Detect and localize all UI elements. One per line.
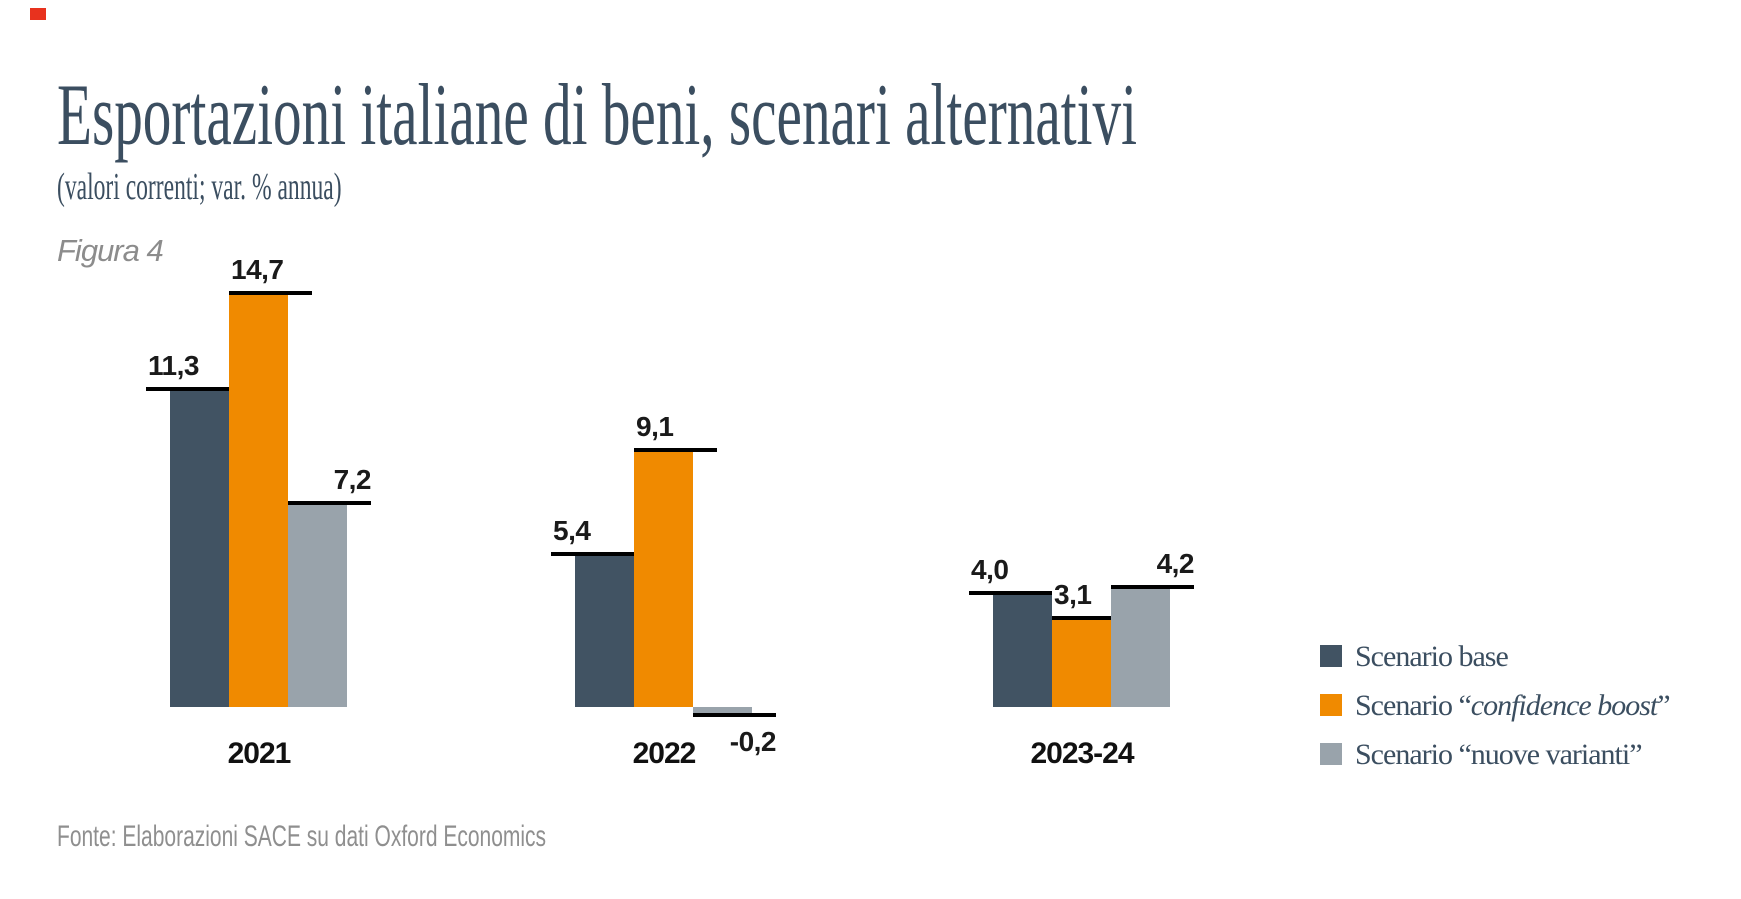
- red-corner-marker: [30, 8, 46, 20]
- bar-scenario-nuove-varianti-2022: [693, 707, 752, 713]
- bar-scenario-base-2021: [170, 391, 229, 707]
- cap-line-scenario-nuove-varianti-2022: [693, 713, 776, 717]
- cap-line-scenario-confidence-boost-2023-24: [1052, 616, 1135, 620]
- chart-subtitle: (valori correnti; var. % annua): [57, 166, 342, 208]
- axis-label-2021: 2021: [227, 737, 292, 770]
- bar-scenario-base-2022: [575, 556, 634, 707]
- cap-line-scenario-base-2021: [146, 387, 229, 391]
- cap-line-scenario-confidence-boost-2021: [229, 291, 312, 295]
- cap-line-scenario-nuove-varianti-2021: [288, 501, 371, 505]
- value-label-scenario-confidence-boost-2022: 9,1: [636, 411, 674, 442]
- value-label-scenario-confidence-boost-2021: 14,7: [231, 254, 284, 285]
- value-label-scenario-nuove-varianti-2022: -0,2: [729, 726, 777, 757]
- cap-line-scenario-nuove-varianti-2023-24: [1111, 585, 1194, 589]
- bar-scenario-nuove-varianti-2023-24: [1111, 589, 1170, 707]
- bar-scenario-nuove-varianti-2021: [288, 505, 347, 707]
- legend-swatch-scenario-base: [1320, 645, 1342, 667]
- cap-line-scenario-base-2022: [551, 552, 634, 556]
- value-label-scenario-base-2023-24: 4,0: [971, 554, 1009, 585]
- bar-scenario-base-2023-24: [993, 595, 1052, 707]
- legend-swatch-scenario-nuove-varianti: [1320, 743, 1342, 765]
- source-note: Fonte: Elaborazioni SACE su dati Oxford …: [57, 820, 547, 853]
- axis-label-2022: 2022: [632, 737, 697, 770]
- legend-label-scenario-base: Scenario base: [1355, 640, 1509, 673]
- value-label-scenario-base-2021: 11,3: [148, 350, 199, 381]
- legend-swatch-scenario-confidence-boost: [1320, 694, 1342, 716]
- value-label-scenario-nuove-varianti-2023-24: 4,2: [1156, 548, 1195, 579]
- axis-label-2023-24: 2023-24: [1030, 737, 1134, 770]
- legend-label-scenario-confidence-boost: Scenario “confidence boost”: [1355, 689, 1671, 722]
- figure-number-label: Figura 4: [57, 233, 164, 268]
- bar-scenario-confidence-boost-2023-24: [1052, 620, 1111, 707]
- bar-scenario-confidence-boost-2021: [229, 295, 288, 707]
- cap-line-scenario-confidence-boost-2022: [634, 448, 717, 452]
- value-label-scenario-base-2022: 5,4: [553, 515, 591, 546]
- bar-scenario-confidence-boost-2022: [634, 452, 693, 707]
- cap-line-scenario-base-2023-24: [969, 591, 1052, 595]
- value-label-scenario-confidence-boost-2023-24: 3,1: [1054, 579, 1092, 610]
- chart-title: Esportazioni italiane di beni, scenari a…: [57, 67, 1138, 164]
- value-label-scenario-nuove-varianti-2021: 7,2: [333, 464, 372, 495]
- legend-label-scenario-nuove-varianti: Scenario “nuove varianti”: [1355, 738, 1643, 771]
